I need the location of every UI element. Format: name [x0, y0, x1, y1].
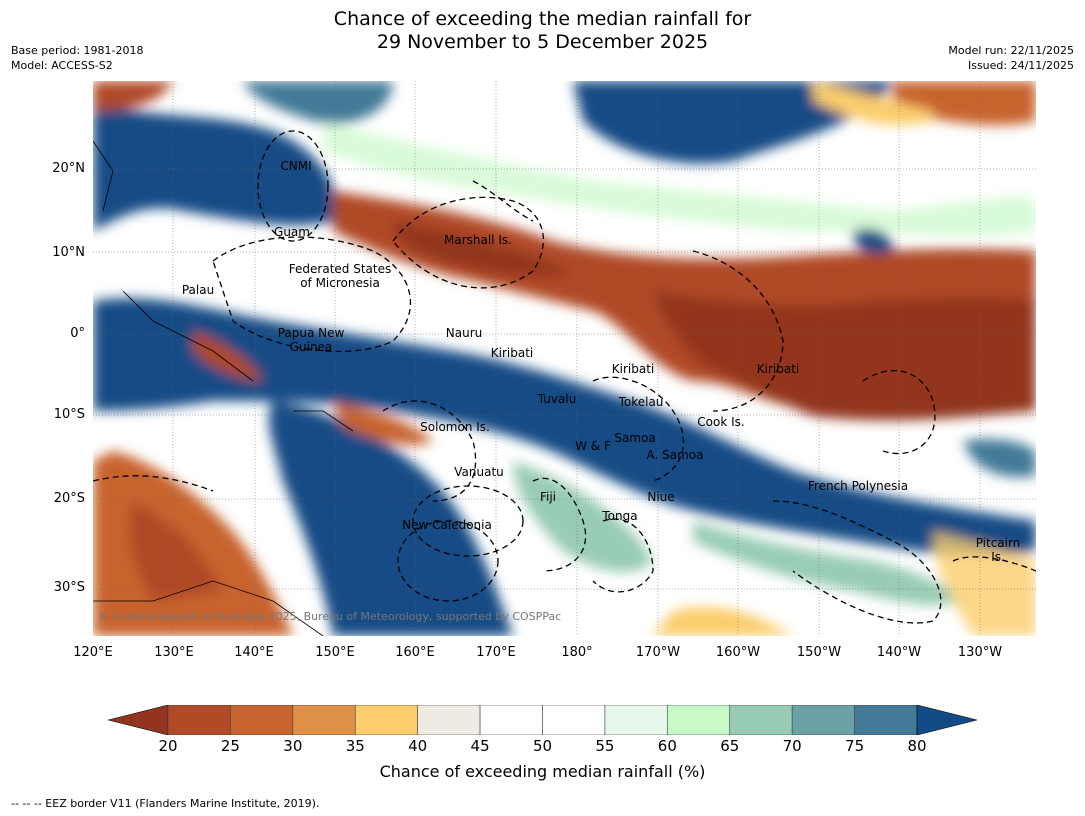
- colorbar-tick-65: 65: [720, 737, 740, 755]
- lat-label-10n: 10°N: [52, 245, 85, 260]
- lon-label-180: 180°: [561, 645, 593, 660]
- label-american-samoa: A. Samoa: [646, 448, 704, 462]
- colorbar-cell: [542, 704, 606, 736]
- label-png: Papua New Guinea: [278, 326, 345, 354]
- label-new-caledonia: New Caledonia: [402, 518, 492, 532]
- colorbar-tick-20: 20: [158, 737, 178, 755]
- colorbar-cell: [417, 704, 481, 736]
- label-pitcairn-line2: Is.: [991, 550, 1005, 564]
- title-line-2: 29 November to 5 December 2025: [376, 31, 709, 53]
- label-vanuatu: Vanuatu: [454, 465, 504, 479]
- meta-left: Base period: 1981-2018 Model: ACCESS-S2: [11, 43, 143, 73]
- label-cook: Cook Is.: [697, 415, 745, 429]
- colorbar-tick-75: 75: [845, 737, 865, 755]
- label-fsm-line1: Federated States: [288, 262, 392, 276]
- label-kiribati-east: Kiribati: [756, 362, 800, 376]
- label-fiji: Fiji: [539, 490, 557, 504]
- lon-label-160e: 160°E: [395, 645, 435, 660]
- lon-label-170w: 170°W: [635, 645, 681, 660]
- colorbar-tick-25: 25: [220, 737, 240, 755]
- label-png-line2: Guinea: [289, 340, 333, 354]
- label-tonga: Tonga: [602, 509, 638, 523]
- lon-label-140e: 140°E: [234, 645, 274, 660]
- colorbar-cell: [667, 704, 731, 736]
- label-palau: Palau: [181, 283, 215, 297]
- label-french-polynesia: French Polynesia: [807, 479, 909, 493]
- lon-label-150e: 150°E: [315, 645, 355, 660]
- colorbar-tick-80: 80: [907, 737, 927, 755]
- meta-right: Model run: 22/11/2025 Issued: 24/11/2025: [948, 43, 1074, 73]
- rainfall-map: [93, 81, 1036, 636]
- lat-label-20s: 20°S: [53, 491, 85, 506]
- colorbar-cell: [854, 704, 918, 736]
- label-kiribati-central: Kiribati: [611, 362, 655, 376]
- chart-title: Chance of exceeding the median rainfall …: [0, 8, 1085, 54]
- lat-label-10s: 10°S: [53, 407, 85, 422]
- label-niue: Niue: [647, 490, 675, 504]
- colorbar-high-arrow: [916, 704, 978, 736]
- model-name: Model: ACCESS-S2: [11, 59, 113, 72]
- colorbar-tick-50: 50: [532, 737, 553, 755]
- label-wallis-futuna: W & F: [575, 439, 611, 453]
- label-fsm-line2: of Micronesia: [300, 276, 380, 290]
- copyright-notice: © Commonwealth of Australia 2025, Bureau…: [98, 610, 562, 623]
- colorbar-tick-70: 70: [782, 737, 802, 755]
- colorbar-svg: [107, 704, 978, 736]
- label-kiribati-west: Kiribati: [490, 346, 534, 360]
- colorbar-tick-40: 40: [408, 737, 428, 755]
- colorbar-tick-60: 60: [657, 737, 677, 755]
- model-run: Model run: 22/11/2025: [948, 44, 1074, 57]
- lat-label-0: 0°: [70, 326, 85, 341]
- lat-label-30s: 30°S: [53, 580, 85, 595]
- lon-label-170e: 170°E: [476, 645, 516, 660]
- colorbar-label: Chance of exceeding median rainfall (%): [379, 762, 706, 781]
- colorbar-tick-45: 45: [470, 737, 490, 755]
- colorbar-cell: [791, 704, 855, 736]
- colorbar-tick-55: 55: [595, 737, 615, 755]
- issued-date: Issued: 24/11/2025: [967, 59, 1074, 72]
- colorbar-cell: [354, 704, 418, 736]
- colorbar-tick-30: 30: [283, 737, 303, 755]
- lon-label-120e: 120°E: [73, 645, 113, 660]
- label-fsm: Federated States of Micronesia: [289, 262, 391, 290]
- lon-label-130e: 130°E: [154, 645, 194, 660]
- label-tuvalu: Tuvalu: [537, 392, 577, 406]
- lon-label-140w: 140°W: [876, 645, 922, 660]
- lon-label-130w: 130°W: [957, 645, 1003, 660]
- label-samoa: Samoa: [614, 431, 656, 445]
- eez-footnote: -- -- -- EEZ border V11 (Flanders Marine…: [11, 797, 320, 810]
- label-pitcairn: Pitcairn Is.: [976, 536, 1021, 564]
- colorbar: [107, 704, 978, 736]
- label-tokelau: Tokelau: [618, 395, 664, 409]
- lon-label-160w: 160°W: [715, 645, 761, 660]
- map-canvas: [93, 81, 1036, 636]
- label-guam: Guam: [274, 225, 310, 239]
- label-cnmi: CNMI: [280, 159, 312, 173]
- colorbar-cell: [167, 704, 231, 736]
- colorbar-cell: [729, 704, 793, 736]
- label-nauru: Nauru: [445, 326, 483, 340]
- colorbar-cell: [604, 704, 668, 736]
- label-png-line1: Papua New: [277, 326, 345, 340]
- title-line-1: Chance of exceeding the median rainfall …: [333, 8, 752, 30]
- lon-label-150w: 150°W: [796, 645, 842, 660]
- colorbar-cell: [230, 704, 294, 736]
- colorbar-tick-35: 35: [345, 737, 365, 755]
- colorbar-cell: [292, 704, 356, 736]
- lat-label-20n: 20°N: [52, 161, 85, 176]
- colorbar-cell: [479, 704, 543, 736]
- colorbar-low-arrow: [107, 704, 169, 736]
- label-pitcairn-line1: Pitcairn: [975, 536, 1021, 550]
- base-period: Base period: 1981-2018: [11, 44, 144, 57]
- label-solomon: Solomon Is.: [420, 420, 490, 434]
- label-marshall: Marshall Is.: [444, 233, 512, 247]
